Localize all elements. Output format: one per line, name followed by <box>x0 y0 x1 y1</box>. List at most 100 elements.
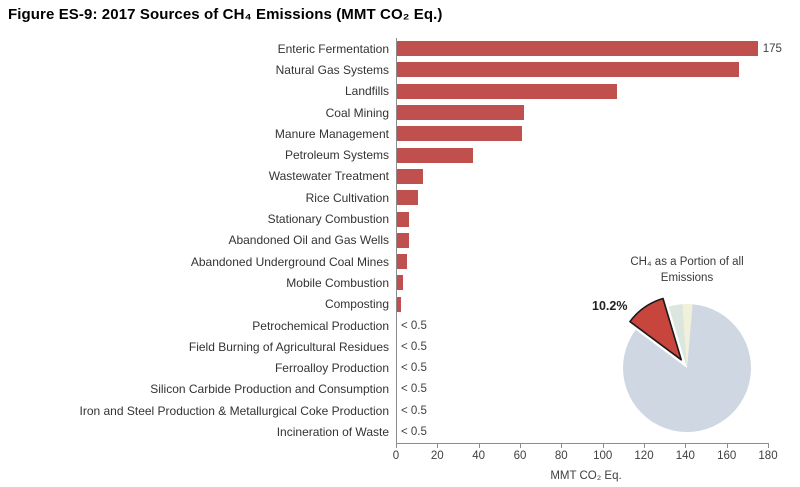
pie-slice-percentage-label: 10.2% <box>592 299 628 313</box>
tick-mark <box>768 444 769 448</box>
category-label: Enteric Fermentation <box>277 41 389 56</box>
category-label: Stationary Combustion <box>267 212 389 227</box>
bar-annotation: < 0.5 <box>401 362 427 375</box>
bar-plot-area <box>396 166 776 187</box>
bar-row-petroleum-systems: Petroleum Systems <box>100 144 776 165</box>
tick-label: 120 <box>634 450 654 462</box>
category-label: Natural Gas Systems <box>275 62 389 77</box>
bar-row-iron-and-steel-production-metallurgical-coke-production: Iron and Steel Production & Metallurgica… <box>79 400 776 421</box>
bar-row-landfills: Landfills <box>100 81 776 102</box>
bar-row-natural-gas-systems: Natural Gas Systems <box>100 59 776 80</box>
value-axis-line <box>396 443 769 444</box>
bar-row-abandoned-oil-and-gas-wells: Abandoned Oil and Gas Wells <box>100 230 776 251</box>
bar-plot-area <box>396 251 776 272</box>
tick-mark <box>726 444 728 448</box>
bar-plot-area <box>396 187 776 208</box>
tick-mark <box>396 444 397 448</box>
bar-plot-area: 175 <box>396 38 782 59</box>
tick-mark <box>685 444 687 448</box>
tick-label: 20 <box>430 450 444 462</box>
category-label: Silicon Carbide Production and Consumpti… <box>150 382 389 397</box>
bar-row-abandoned-underground-coal-mines: Abandoned Underground Coal Mines <box>100 251 776 272</box>
bar-annotation: < 0.5 <box>401 425 427 438</box>
category-label: Rice Cultivation <box>305 190 389 205</box>
bar-rows: Enteric Fermentation 175 Natural Gas Syste… <box>79 38 782 443</box>
tick-label: 60 <box>513 450 527 462</box>
bar-row-wastewater-treatment: Wastewater Treatment <box>100 166 776 187</box>
category-axis-line <box>396 38 397 444</box>
bar-plot-area <box>396 81 776 102</box>
bar <box>396 62 740 78</box>
bar-row-composting: Composting <box>100 294 776 315</box>
x-axis-label: MMT CO₂ Eq. <box>550 470 622 482</box>
bar-row-field-burning-of-agricultural-residues: Field Burning of Agricultural Residues < … <box>100 336 776 357</box>
category-label: Ferroalloy Production <box>274 361 389 376</box>
tick-label: 80 <box>554 450 568 462</box>
bar-row-enteric-fermentation: Enteric Fermentation 175 <box>100 38 782 59</box>
bar-row-ferroalloy-production: Ferroalloy Production < 0.5 <box>100 357 776 378</box>
bar <box>396 83 618 99</box>
bar-row-coal-mining: Coal Mining <box>100 102 776 123</box>
pie-slice-methane <box>629 297 683 361</box>
bar-plot-area <box>396 294 776 315</box>
category-label: Iron and Steel Production & Metallurgica… <box>79 403 389 418</box>
bar-row-mobile-combustion: Mobile Combustion <box>100 272 776 293</box>
bar-plot-area: < 0.5 <box>396 421 776 442</box>
bar <box>396 168 423 184</box>
tick-mark <box>437 444 439 448</box>
bar-plot-area <box>396 102 776 123</box>
pie-slice-unlabeled-sliver-yellow <box>682 304 693 368</box>
pie-slice-unlabeled-sliver-blue <box>668 304 687 368</box>
bar-chart: Enteric Fermentation 175 Natural Gas Syste… <box>79 38 782 443</box>
bar-annotation: 175 <box>762 42 782 55</box>
category-label: Petrochemical Production <box>252 318 389 333</box>
bar-plot-area <box>396 208 776 229</box>
tick-label: 40 <box>472 450 486 462</box>
bar-annotation: < 0.5 <box>401 404 427 417</box>
bar-plot-area <box>396 272 776 293</box>
bar-row-stationary-combustion: Stationary Combustion <box>100 208 776 229</box>
category-label: Petroleum Systems <box>284 148 389 163</box>
bar <box>396 211 410 227</box>
tick-label: 160 <box>717 450 737 462</box>
category-label: Coal Mining <box>325 105 389 120</box>
pie-title: CH₄ as a Portion of all Emissions <box>630 256 744 284</box>
x-axis-ticks: 0 20 40 60 80 100 120 140 160 180 <box>392 444 778 470</box>
tick-label: 180 <box>758 450 778 462</box>
bar-row-rice-cultivation: Rice Cultivation <box>100 187 776 208</box>
category-label: Wastewater Treatment <box>268 169 389 184</box>
category-label: Field Burning of Agricultural Residues <box>188 339 389 354</box>
bar <box>396 41 758 57</box>
category-label: Abandoned Underground Coal Mines <box>190 254 389 269</box>
bar-row-incineration-of-waste: Incineration of Waste < 0.5 <box>100 421 776 442</box>
bar-plot-area: < 0.5 <box>396 379 776 400</box>
category-label: Incineration of Waste <box>276 424 389 439</box>
bar-row-silicon-carbide-production-and-consumption: Silicon Carbide Production and Consumpti… <box>100 379 776 400</box>
bar <box>396 232 410 248</box>
bar-plot-area <box>396 230 776 251</box>
category-label: Mobile Combustion <box>286 275 389 290</box>
bar-row-manure-management: Manure Management <box>100 123 776 144</box>
tick-label: 100 <box>593 450 613 462</box>
tick-label: 140 <box>675 450 695 462</box>
bar-plot-area <box>396 144 776 165</box>
tick-mark <box>602 444 604 448</box>
bar <box>396 147 473 163</box>
bar <box>396 275 404 291</box>
bar-plot-area <box>396 59 776 80</box>
bar-plot-area: < 0.5 <box>396 400 776 421</box>
tick-label: 0 <box>392 450 400 462</box>
bar <box>396 105 525 121</box>
bar-plot-area <box>396 123 776 144</box>
bar-plot-area: < 0.5 <box>396 315 776 336</box>
bar-plot-area: < 0.5 <box>396 357 776 378</box>
tick-mark <box>520 444 521 448</box>
category-label: Landfills <box>344 84 389 99</box>
bar-row-petrochemical-production: Petrochemical Production < 0.5 <box>100 315 776 336</box>
tick-mark <box>478 444 480 448</box>
bar <box>396 296 402 312</box>
bar <box>396 190 418 206</box>
category-label: Abandoned Oil and Gas Wells <box>228 233 389 248</box>
bar <box>396 126 523 142</box>
